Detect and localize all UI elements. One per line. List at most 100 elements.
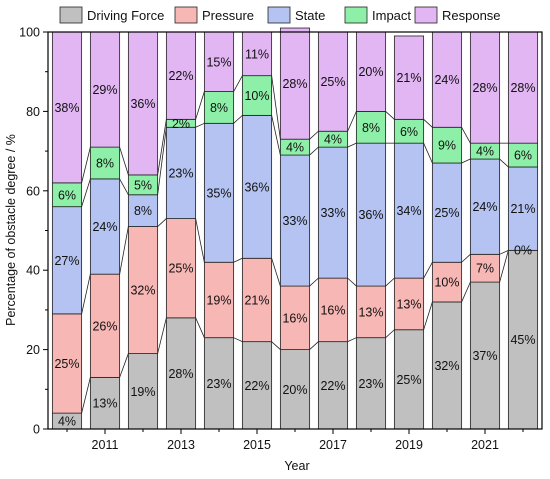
data-label-response-2021: 28% (472, 81, 497, 95)
data-label-driving-force-2018: 23% (358, 377, 383, 391)
y-tick-label: 40 (26, 264, 40, 278)
x-tick-label: 2011 (92, 438, 119, 452)
bar-segment-state-2014 (203, 122, 235, 263)
data-label-driving-force-2014: 23% (206, 377, 231, 391)
connector-line (119, 226, 129, 275)
connector-line (195, 91, 205, 120)
bar-segment-state-2015 (241, 114, 273, 259)
bar-segment-pressure-2011 (89, 273, 121, 378)
connector-line (461, 127, 471, 144)
connector-line (309, 146, 319, 156)
bar-segment-driving-force-2016 (279, 349, 311, 430)
data-label-state-2014: 35% (206, 186, 231, 200)
data-label-state-2020: 25% (434, 206, 459, 220)
connector-line (385, 277, 395, 287)
data-label-impact-2017: 4% (324, 133, 342, 147)
connector-line (271, 258, 281, 287)
data-label-response-2013: 22% (168, 69, 193, 83)
legend-swatch-response (414, 6, 438, 24)
data-label-state-2011: 24% (92, 220, 117, 234)
y-tick-label: 80 (26, 105, 40, 119)
segment-labels-group: 4% 25% 27% 6% 38% 13% 26% 24% 8% 29% 19% 32% 8% 5% 36%… (54, 47, 535, 428)
legend-label-impact: Impact (372, 8, 411, 23)
legend-label-state: State (295, 8, 325, 23)
connector-line (423, 142, 433, 164)
connector-line (157, 218, 167, 227)
data-label-impact-2016: 4% (286, 141, 304, 155)
data-label-pressure-2021: 7% (476, 262, 494, 276)
bar-segment-state-2013 (165, 126, 197, 219)
bars-group (51, 27, 539, 430)
bar-segment-response-2011 (89, 31, 121, 148)
data-label-impact-2019: 6% (400, 125, 418, 139)
bar-segment-response-2012 (127, 31, 159, 176)
bar-segment-impact-2020 (431, 126, 463, 164)
data-label-state-2015: 36% (244, 180, 269, 194)
data-label-impact-2015: 10% (244, 89, 269, 103)
connector-line (461, 281, 471, 303)
connector-line (195, 317, 205, 338)
bar-segment-impact-2015 (241, 75, 273, 116)
bar-segment-response-2022 (507, 31, 539, 144)
data-label-pressure-2017: 16% (320, 303, 345, 317)
connector-line (309, 341, 319, 350)
data-label-impact-2010: 6% (58, 188, 76, 202)
data-label-driving-force-2011: 13% (92, 397, 117, 411)
bar-segment-pressure-2010 (51, 313, 83, 414)
connector-line (233, 337, 243, 343)
connector-line (233, 257, 243, 263)
data-label-pressure-2010: 25% (54, 357, 79, 371)
data-label-pressure-2014: 19% (206, 293, 231, 307)
bar-segment-response-2018 (355, 31, 387, 112)
connector-line (499, 158, 509, 168)
connector-line (309, 130, 319, 140)
data-label-pressure-2020: 10% (434, 276, 459, 290)
bar-segment-pressure-2013 (165, 218, 197, 319)
x-tick-label: 2017 (319, 438, 347, 452)
x-tick-label: 2015 (243, 438, 271, 452)
connector-line (385, 329, 395, 338)
connector-line (157, 119, 167, 175)
y-tick-label: 0 (33, 423, 40, 437)
data-label-response-2018: 20% (358, 65, 383, 79)
connector-line (81, 377, 91, 414)
connector-line (271, 341, 281, 350)
bar-segment-impact-2011 (89, 146, 121, 180)
bar-segment-response-2017 (317, 31, 349, 132)
data-label-pressure-2018: 13% (358, 305, 383, 319)
data-label-driving-force-2016: 20% (282, 383, 307, 397)
connector-line (271, 75, 281, 140)
connector-line (81, 274, 91, 314)
bar-segment-response-2016 (279, 27, 311, 140)
bar-segment-response-2021 (469, 31, 501, 144)
connector-line (81, 147, 91, 183)
connector-line (423, 119, 433, 128)
data-label-state-2019: 34% (396, 204, 421, 218)
data-label-state-2016: 33% (282, 214, 307, 228)
data-label-pressure-2015: 21% (244, 293, 269, 307)
legend-label-driving-force: Driving Force (87, 8, 164, 23)
data-label-response-2016: 28% (282, 77, 307, 91)
legend-swatch-pressure (174, 6, 198, 24)
connector-line (195, 218, 205, 263)
data-label-impact-2012: 5% (134, 178, 152, 192)
bar-segment-pressure-2018 (355, 285, 387, 339)
connector-line (157, 317, 167, 354)
data-label-impact-2013: 2% (172, 117, 190, 131)
bar-segment-driving-force-2015 (241, 341, 273, 430)
legend-swatch-driving-force (59, 6, 83, 24)
bar-segment-pressure-2014 (203, 261, 235, 339)
data-label-impact-2020: 9% (438, 139, 456, 153)
bar-segment-state-2019 (393, 142, 425, 279)
bar-segment-pressure-2017 (317, 277, 349, 343)
connector-line (347, 142, 357, 148)
data-label-state-2017: 33% (320, 206, 345, 220)
data-label-response-2012: 36% (130, 97, 155, 111)
connector-line (157, 127, 167, 195)
connector-line (347, 277, 357, 287)
bar-segment-state-2021 (469, 158, 501, 255)
bar-segment-driving-force-2022 (507, 249, 539, 430)
data-label-driving-force-2013: 28% (168, 367, 193, 381)
data-label-driving-force-2010: 4% (58, 415, 76, 429)
